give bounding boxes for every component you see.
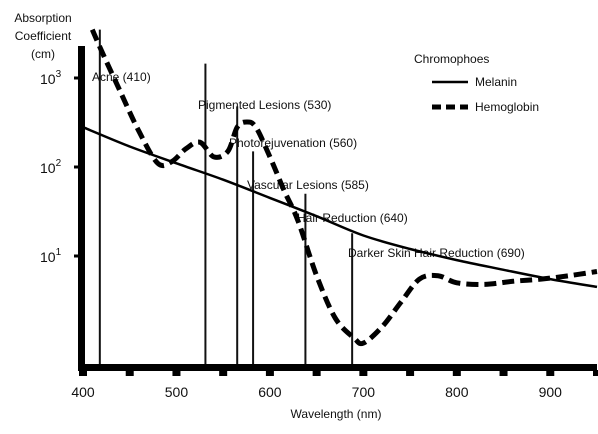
x-axis-tick-labels: 400 500 600 700 800 900 — [71, 384, 562, 400]
legend-label: Hemoglobin — [475, 100, 539, 114]
series-line-melanin — [82, 126, 598, 289]
y-axis-label: Absorption Coefficient (cm) — [14, 11, 72, 61]
y-tick-label: 103 — [40, 69, 62, 87]
x-tick-label: 900 — [539, 384, 563, 400]
annotation-label: Photorejuvenation (560) — [229, 136, 357, 150]
x-tick-label: 600 — [258, 384, 282, 400]
x-tick-mark — [79, 370, 87, 376]
annotation-label: Darker Skin Hair Reduction (690) — [348, 246, 525, 260]
x-tick-label: 700 — [352, 384, 376, 400]
x-tick-mark — [593, 370, 598, 376]
y-axis-label-line: Coefficient — [15, 29, 72, 43]
legend-title: Chromophoes — [414, 52, 489, 66]
x-tick-mark — [125, 370, 134, 376]
annotation-label: Hair Reduction (640) — [297, 211, 408, 225]
x-tick-mark — [406, 370, 415, 376]
x-tick-mark — [359, 370, 368, 376]
x-tick-mark — [452, 370, 461, 376]
y-axis-label-line: (cm) — [31, 47, 55, 61]
treatment-annotations: Acne (410) Pigmented Lesions (530) Photore… — [92, 29, 525, 367]
x-tick-mark — [312, 370, 321, 376]
x-axis-label: Wavelength (nm) — [291, 407, 382, 421]
x-tick-label: 800 — [445, 384, 469, 400]
y-tick-mark — [74, 254, 80, 258]
annotation-label: Acne (410) — [92, 70, 151, 84]
x-axis-line — [78, 364, 597, 371]
y-tick-mark — [74, 76, 80, 80]
y-axis-label-line: Absorption — [14, 11, 71, 25]
chart-series — [82, 28, 598, 347]
y-axis-tick-labels: 101 102 103 — [40, 69, 62, 265]
series-line-hemoglobin — [90, 28, 598, 347]
x-tick-mark — [546, 370, 555, 376]
annotation-label: Vascular Lesions (585) — [247, 178, 369, 192]
x-tick-mark — [265, 370, 274, 376]
x-tick-label: 500 — [165, 384, 189, 400]
y-tick-label: 101 — [40, 247, 62, 265]
y-axis-line — [78, 46, 85, 371]
x-tick-mark — [499, 370, 508, 376]
annotation-label: Pigmented Lesions (530) — [198, 98, 331, 112]
chart-legend: Chromophoes Melanin Hemoglobin — [414, 52, 539, 114]
y-tick-mark — [74, 165, 80, 169]
x-tick-mark — [172, 370, 181, 376]
x-tick-label: 400 — [71, 384, 95, 400]
legend-label: Melanin — [475, 75, 517, 89]
y-tick-label: 102 — [40, 158, 62, 176]
x-tick-mark — [219, 370, 228, 376]
chart-axes — [74, 46, 598, 376]
